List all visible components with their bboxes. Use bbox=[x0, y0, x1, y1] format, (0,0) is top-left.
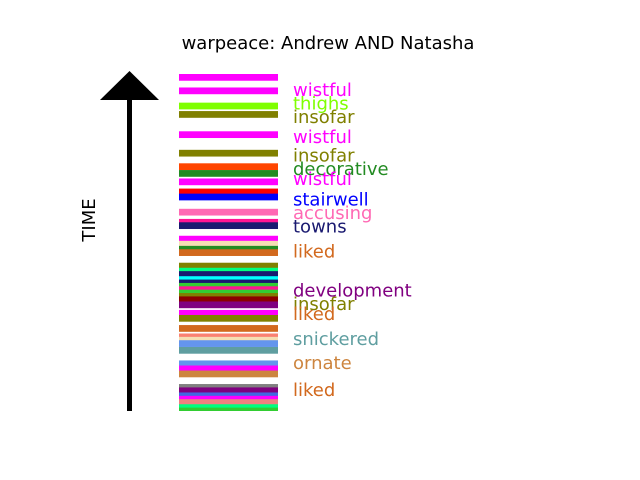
stripe-0 bbox=[179, 74, 278, 81]
stripe-36 bbox=[179, 360, 278, 368]
stripe-28 bbox=[179, 301, 278, 309]
stripe-35 bbox=[179, 346, 278, 354]
stripe-6 bbox=[179, 163, 278, 171]
stripe-45 bbox=[179, 407, 278, 411]
stripe-37 bbox=[179, 365, 278, 373]
stripe-17 bbox=[179, 249, 278, 256]
word-label-9: towns bbox=[293, 216, 347, 237]
stripe-29 bbox=[179, 309, 278, 317]
stripe-40 bbox=[179, 387, 278, 395]
stripe-4 bbox=[179, 131, 278, 139]
stripe-27 bbox=[179, 296, 278, 304]
stripe-8 bbox=[179, 178, 278, 186]
stripe-34 bbox=[179, 340, 278, 347]
stripe-15 bbox=[179, 240, 278, 248]
word-label-5: decorative bbox=[293, 159, 389, 180]
stripe-43 bbox=[179, 399, 278, 406]
stripe-16 bbox=[179, 245, 278, 253]
stripe-31 bbox=[179, 325, 278, 332]
stripe-13 bbox=[179, 222, 278, 230]
stripe-2 bbox=[179, 102, 278, 110]
stripe-bar bbox=[179, 74, 278, 411]
stripe-1 bbox=[179, 87, 278, 95]
chart-title: warpeace: Andrew AND Natasha bbox=[182, 33, 475, 54]
word-label-12: insofar bbox=[293, 294, 355, 315]
stripe-9 bbox=[179, 188, 278, 196]
stripe-14 bbox=[179, 235, 278, 243]
word-label-14: snickered bbox=[293, 329, 379, 350]
stripe-10 bbox=[179, 193, 278, 201]
word-labels: wistfulthighsinsofarwistfulinsofardecora… bbox=[293, 80, 412, 401]
stripe-33 bbox=[179, 336, 278, 344]
stripe-3 bbox=[179, 111, 278, 118]
stripe-18 bbox=[179, 262, 278, 270]
word-label-11: development bbox=[293, 280, 412, 301]
word-label-13: liked bbox=[293, 304, 335, 325]
word-label-1: thighs bbox=[293, 93, 349, 114]
stripe-11 bbox=[179, 208, 278, 216]
stripe-5 bbox=[179, 149, 278, 157]
time-axis-arrowhead bbox=[100, 71, 159, 100]
stripe-30 bbox=[179, 314, 278, 322]
word-label-7: stairwell bbox=[293, 189, 369, 210]
stripe-7 bbox=[179, 170, 278, 177]
word-label-8: accusing bbox=[293, 203, 372, 224]
word-label-16: liked bbox=[293, 380, 335, 401]
stripe-38 bbox=[179, 370, 278, 378]
y-axis-label: TIME bbox=[79, 198, 100, 242]
stripe-26 bbox=[179, 293, 278, 300]
time-axis bbox=[100, 71, 159, 411]
word-label-3: wistful bbox=[293, 127, 352, 148]
word-label-0: wistful bbox=[293, 80, 352, 101]
word-label-10: liked bbox=[293, 242, 335, 263]
word-label-4: insofar bbox=[293, 146, 355, 167]
word-label-15: ornate bbox=[293, 353, 352, 374]
word-label-6: wistful bbox=[293, 169, 352, 190]
word-label-2: insofar bbox=[293, 107, 355, 128]
stripe-20 bbox=[179, 271, 278, 278]
